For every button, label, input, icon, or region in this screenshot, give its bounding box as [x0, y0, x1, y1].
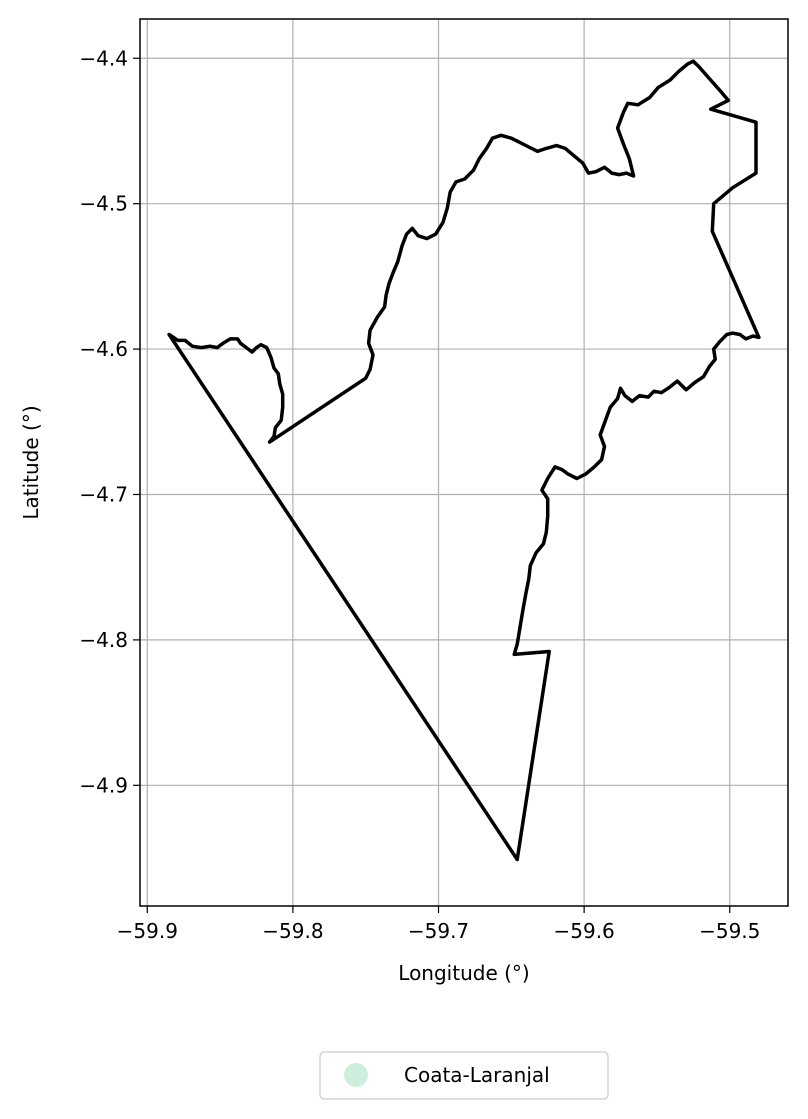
- y-axis-ticks: −4.4 −4.5 −4.6 −4.7 −4.8 −4.9: [79, 46, 140, 797]
- axes-frame: [139, 18, 789, 907]
- legend-label: Coata-Laranjal: [404, 1063, 550, 1087]
- legend: Coata-Laranjal: [319, 1051, 609, 1100]
- y-tick-label: −4.5: [79, 192, 128, 216]
- y-tick-label: −4.9: [79, 773, 128, 797]
- y-tick-label: −4.7: [79, 482, 128, 506]
- x-tick-label: −59.8: [262, 919, 323, 943]
- x-tick-label: −59.6: [553, 919, 614, 943]
- x-tick-label: −59.5: [699, 919, 760, 943]
- coata-laranjal-boundary: [167, 59, 761, 862]
- x-axis-ticks: −59.9 −59.8 −59.7 −59.6 −59.5: [117, 906, 760, 943]
- y-axis-title: Latitude (°): [19, 405, 43, 519]
- x-axis-title: Longitude (°): [398, 961, 529, 985]
- x-tick-label: −59.9: [117, 919, 178, 943]
- legend-box: [319, 1051, 609, 1100]
- y-tick-label: −4.8: [79, 628, 128, 652]
- y-tick-label: −4.6: [79, 337, 128, 361]
- legend-marker-icon: [344, 1063, 368, 1087]
- x-tick-label: −59.7: [408, 919, 469, 943]
- y-tick-label: −4.4: [79, 46, 128, 70]
